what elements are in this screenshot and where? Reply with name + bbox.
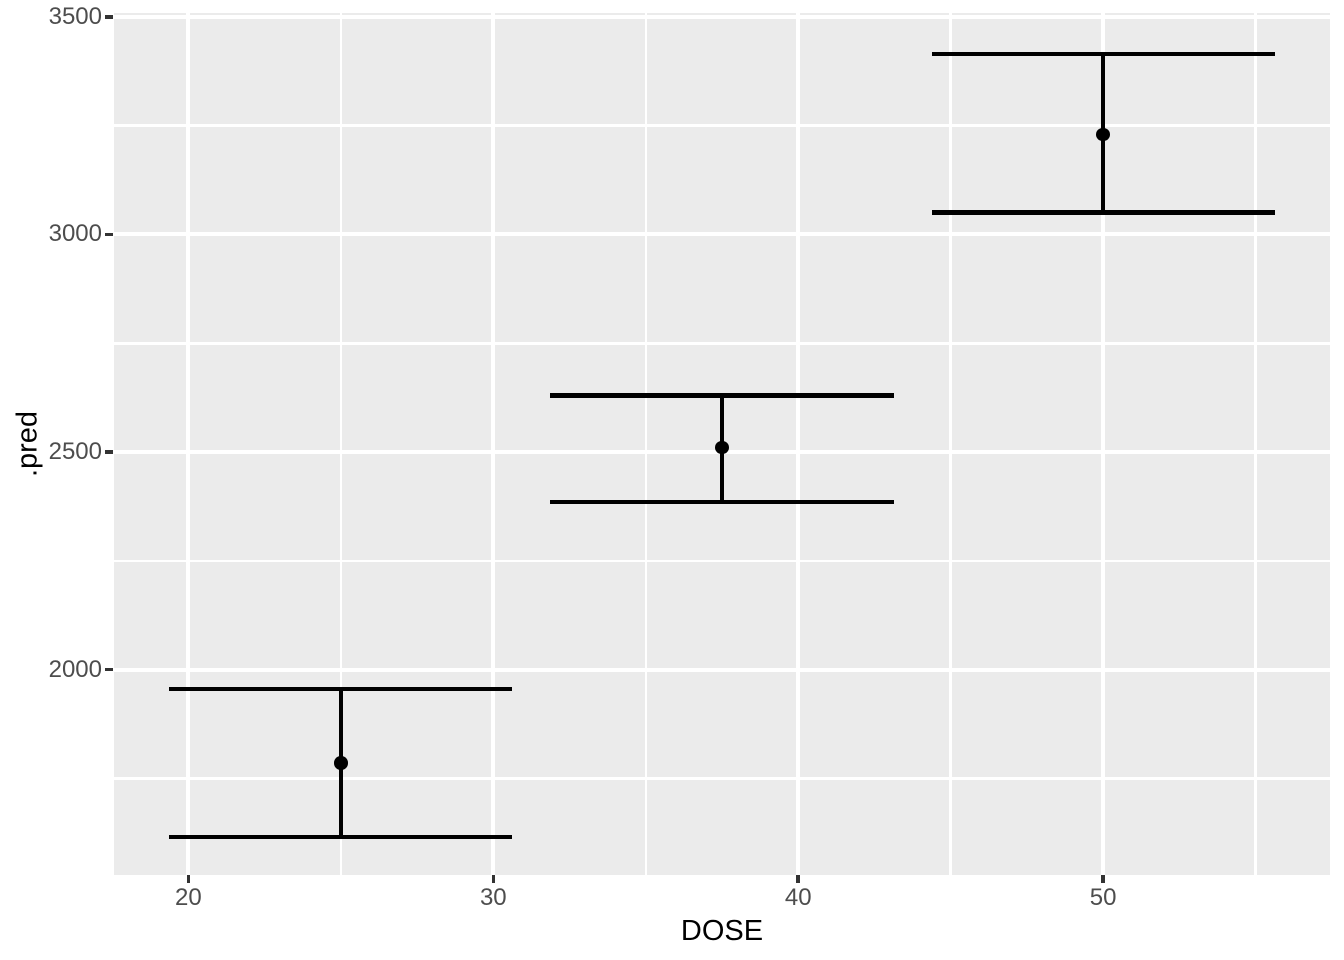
x-axis-tick [796,875,800,883]
y-major-gridline [114,667,1330,672]
y-axis-tick-label: 3000 [48,220,102,248]
plot-panel [114,13,1330,875]
y-minor-gridline [114,559,1330,563]
x-axis-tick [491,875,496,883]
y-axis-tick [105,15,113,19]
x-minor-gridline [644,13,648,875]
x-axis-tick [1101,875,1105,883]
prediction-point [715,440,729,455]
x-major-gridline [491,13,496,875]
x-major-gridline [796,13,801,875]
x-axis-tick-label: 30 [479,884,507,911]
y-axis-tick-label: 2000 [48,655,102,683]
y-minor-gridline [114,124,1330,127]
x-major-gridline [1101,13,1106,875]
y-axis-tick-label: 2500 [48,438,102,466]
y-axis-tick [105,667,113,672]
x-major-gridline [186,13,191,875]
y-axis-title: .pred [11,410,44,478]
y-axis-tick [105,450,113,454]
y-axis-tick [105,232,113,237]
x-minor-gridline [1254,13,1257,875]
prediction-point [1096,127,1110,142]
x-axis-tick-label: 50 [1089,884,1117,911]
x-axis-title: DOSE [680,915,764,947]
prediction-point [334,756,348,770]
y-major-gridline [114,232,1330,237]
y-axis-tick-label: 3500 [48,2,102,30]
x-minor-gridline [949,13,952,875]
y-minor-gridline [114,342,1330,345]
x-axis-tick [186,875,191,883]
x-minor-gridline [339,13,343,875]
y-minor-gridline [114,777,1330,780]
y-major-gridline [114,14,1330,19]
x-axis-tick-label: 40 [784,884,812,911]
x-axis-tick-label: 20 [175,884,202,911]
